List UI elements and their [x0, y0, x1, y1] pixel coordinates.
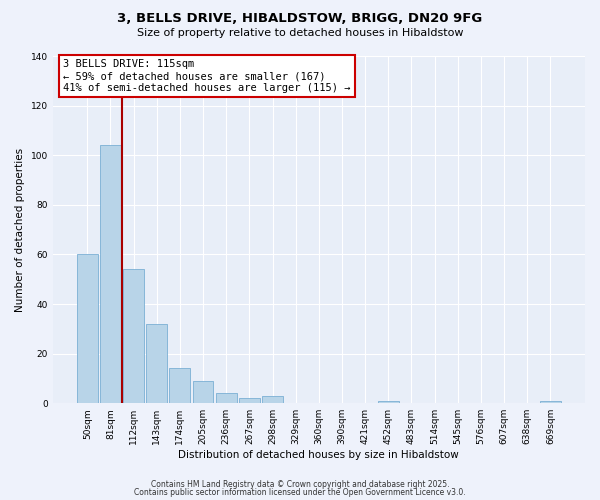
Bar	[100, 146, 121, 403]
Text: 3 BELLS DRIVE: 115sqm
← 59% of detached houses are smaller (167)
41% of semi-det: 3 BELLS DRIVE: 115sqm ← 59% of detached …	[64, 60, 351, 92]
Bar	[146, 324, 167, 403]
X-axis label: Distribution of detached houses by size in Hibaldstow: Distribution of detached houses by size …	[178, 450, 459, 460]
Text: Size of property relative to detached houses in Hibaldstow: Size of property relative to detached ho…	[137, 28, 463, 38]
Bar	[239, 398, 260, 403]
Bar	[193, 381, 214, 403]
Bar	[262, 396, 283, 403]
Bar	[77, 254, 98, 403]
Text: Contains public sector information licensed under the Open Government Licence v3: Contains public sector information licen…	[134, 488, 466, 497]
Bar	[378, 400, 399, 403]
Bar	[216, 394, 236, 403]
Text: 3, BELLS DRIVE, HIBALDSTOW, BRIGG, DN20 9FG: 3, BELLS DRIVE, HIBALDSTOW, BRIGG, DN20 …	[118, 12, 482, 26]
Bar	[540, 400, 561, 403]
Text: Contains HM Land Registry data © Crown copyright and database right 2025.: Contains HM Land Registry data © Crown c…	[151, 480, 449, 489]
Bar	[123, 270, 144, 403]
Bar	[169, 368, 190, 403]
Y-axis label: Number of detached properties: Number of detached properties	[15, 148, 25, 312]
